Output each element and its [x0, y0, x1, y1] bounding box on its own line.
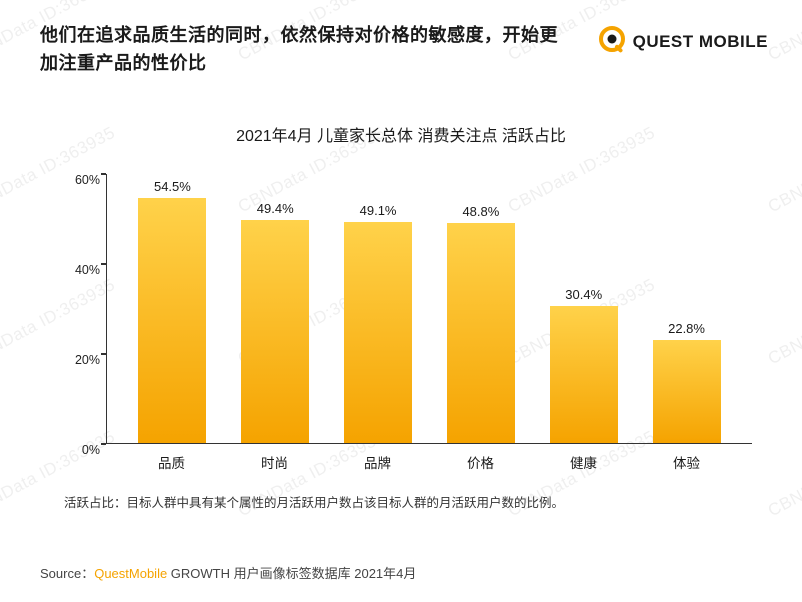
bar-value-label: 49.1%	[360, 203, 397, 218]
questmobile-icon	[597, 24, 627, 59]
bar-value-label: 22.8%	[668, 321, 705, 336]
header: 他们在追求品质生活的同时，依然保持对价格的敏感度，开始更加注重产品的性价比 QU…	[0, 0, 802, 78]
y-tick-label: 60%	[70, 173, 100, 187]
page-title: 他们在追求品质生活的同时，依然保持对价格的敏感度，开始更加注重产品的性价比	[40, 22, 570, 78]
watermark-text: CBNData ID:363935	[765, 275, 802, 369]
bar	[653, 340, 721, 443]
x-tick-label: 健康	[532, 444, 635, 474]
x-tick-label: 价格	[429, 444, 532, 474]
bar-column: 48.8%	[429, 174, 532, 443]
source-line: Source：QuestMobile GROWTH 用户画像标签数据库 2021…	[40, 563, 416, 582]
brand-logo: QUEST MOBILE	[597, 24, 768, 59]
y-tick-label: 40%	[70, 263, 100, 277]
watermark-text: CBNData ID:363935	[765, 427, 802, 521]
bar-column: 22.8%	[635, 174, 738, 443]
bar-column: 49.1%	[327, 174, 430, 443]
footnote-label: 活跃占比：	[64, 496, 127, 510]
footnote: 活跃占比：目标人群中具有某个属性的月活跃用户数占该目标人群的月活跃用户数的比例。	[64, 492, 752, 511]
bars-container: 54.5% 49.4% 49.1% 48.8% 30.4% 22.8%	[107, 174, 752, 443]
plot-area: 54.5% 49.4% 49.1% 48.8% 30.4% 22.8%	[106, 174, 752, 444]
bar-value-label: 49.4%	[257, 201, 294, 216]
bar-value-label: 30.4%	[565, 287, 602, 302]
x-tick-label: 体验	[635, 444, 738, 474]
source-prefix: Source：	[40, 566, 94, 581]
x-tick-label: 品牌	[326, 444, 429, 474]
bar-chart: 0% 20% 40% 60% 54.5% 49.4% 49.1% 48.8% 30.4% 22.…	[70, 174, 752, 474]
bar	[344, 222, 412, 443]
brand-text: QUEST MOBILE	[633, 32, 768, 52]
bar-column: 54.5%	[121, 174, 224, 443]
y-tick-label: 20%	[70, 353, 100, 367]
bar	[241, 220, 309, 442]
bar-column: 30.4%	[532, 174, 635, 443]
footnote-text: 目标人群中具有某个属性的月活跃用户数占该目标人群的月活跃用户数的比例。	[127, 496, 565, 510]
bar	[550, 306, 618, 443]
bar-value-label: 48.8%	[462, 204, 499, 219]
bar	[447, 223, 515, 443]
y-tick-label: 0%	[70, 443, 100, 457]
x-tick-label: 品质	[120, 444, 223, 474]
source-rest: GROWTH 用户画像标签数据库 2021年4月	[167, 566, 416, 581]
bar	[138, 198, 206, 443]
bar-value-label: 54.5%	[154, 179, 191, 194]
x-tick-label: 时尚	[223, 444, 326, 474]
chart-title: 2021年4月 儿童家长总体 消费关注点 活跃占比	[0, 122, 802, 146]
x-axis-labels: 品质时尚品牌价格健康体验	[106, 444, 752, 474]
source-brand: QuestMobile	[94, 566, 167, 581]
bar-column: 49.4%	[224, 174, 327, 443]
